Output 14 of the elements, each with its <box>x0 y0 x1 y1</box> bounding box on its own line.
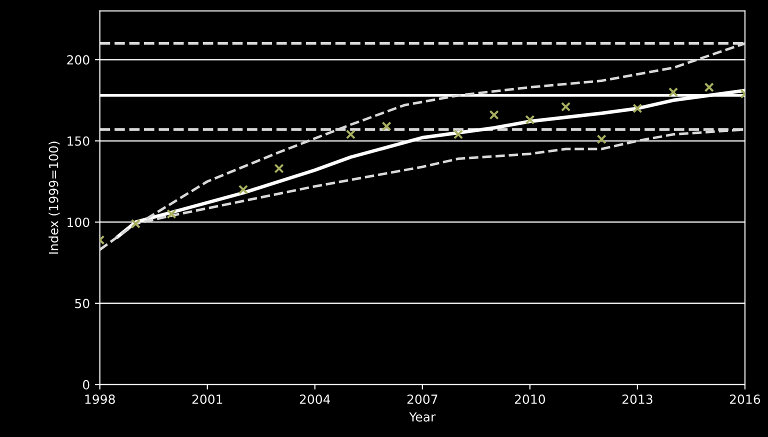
x-tick-label: 2016 <box>730 394 760 404</box>
x-tick-label: 2001 <box>192 394 222 404</box>
x-tick-label: 1998 <box>85 394 115 404</box>
y-tick-label: 150 <box>68 136 90 146</box>
y-axis-title: Index (1999=100) <box>48 142 60 254</box>
x-tick-label: 2010 <box>514 394 545 404</box>
x-tick-label: 2013 <box>622 394 652 404</box>
x-tick-label: 2004 <box>300 394 330 404</box>
x-tick-label: 2007 <box>407 394 438 404</box>
x-axis-title: Year <box>409 412 436 422</box>
y-tick-label: 100 <box>68 218 90 228</box>
y-tick-label: 0 <box>82 380 90 390</box>
y-tick-label: 200 <box>67 55 90 65</box>
y-tick-label: 50 <box>75 298 90 308</box>
